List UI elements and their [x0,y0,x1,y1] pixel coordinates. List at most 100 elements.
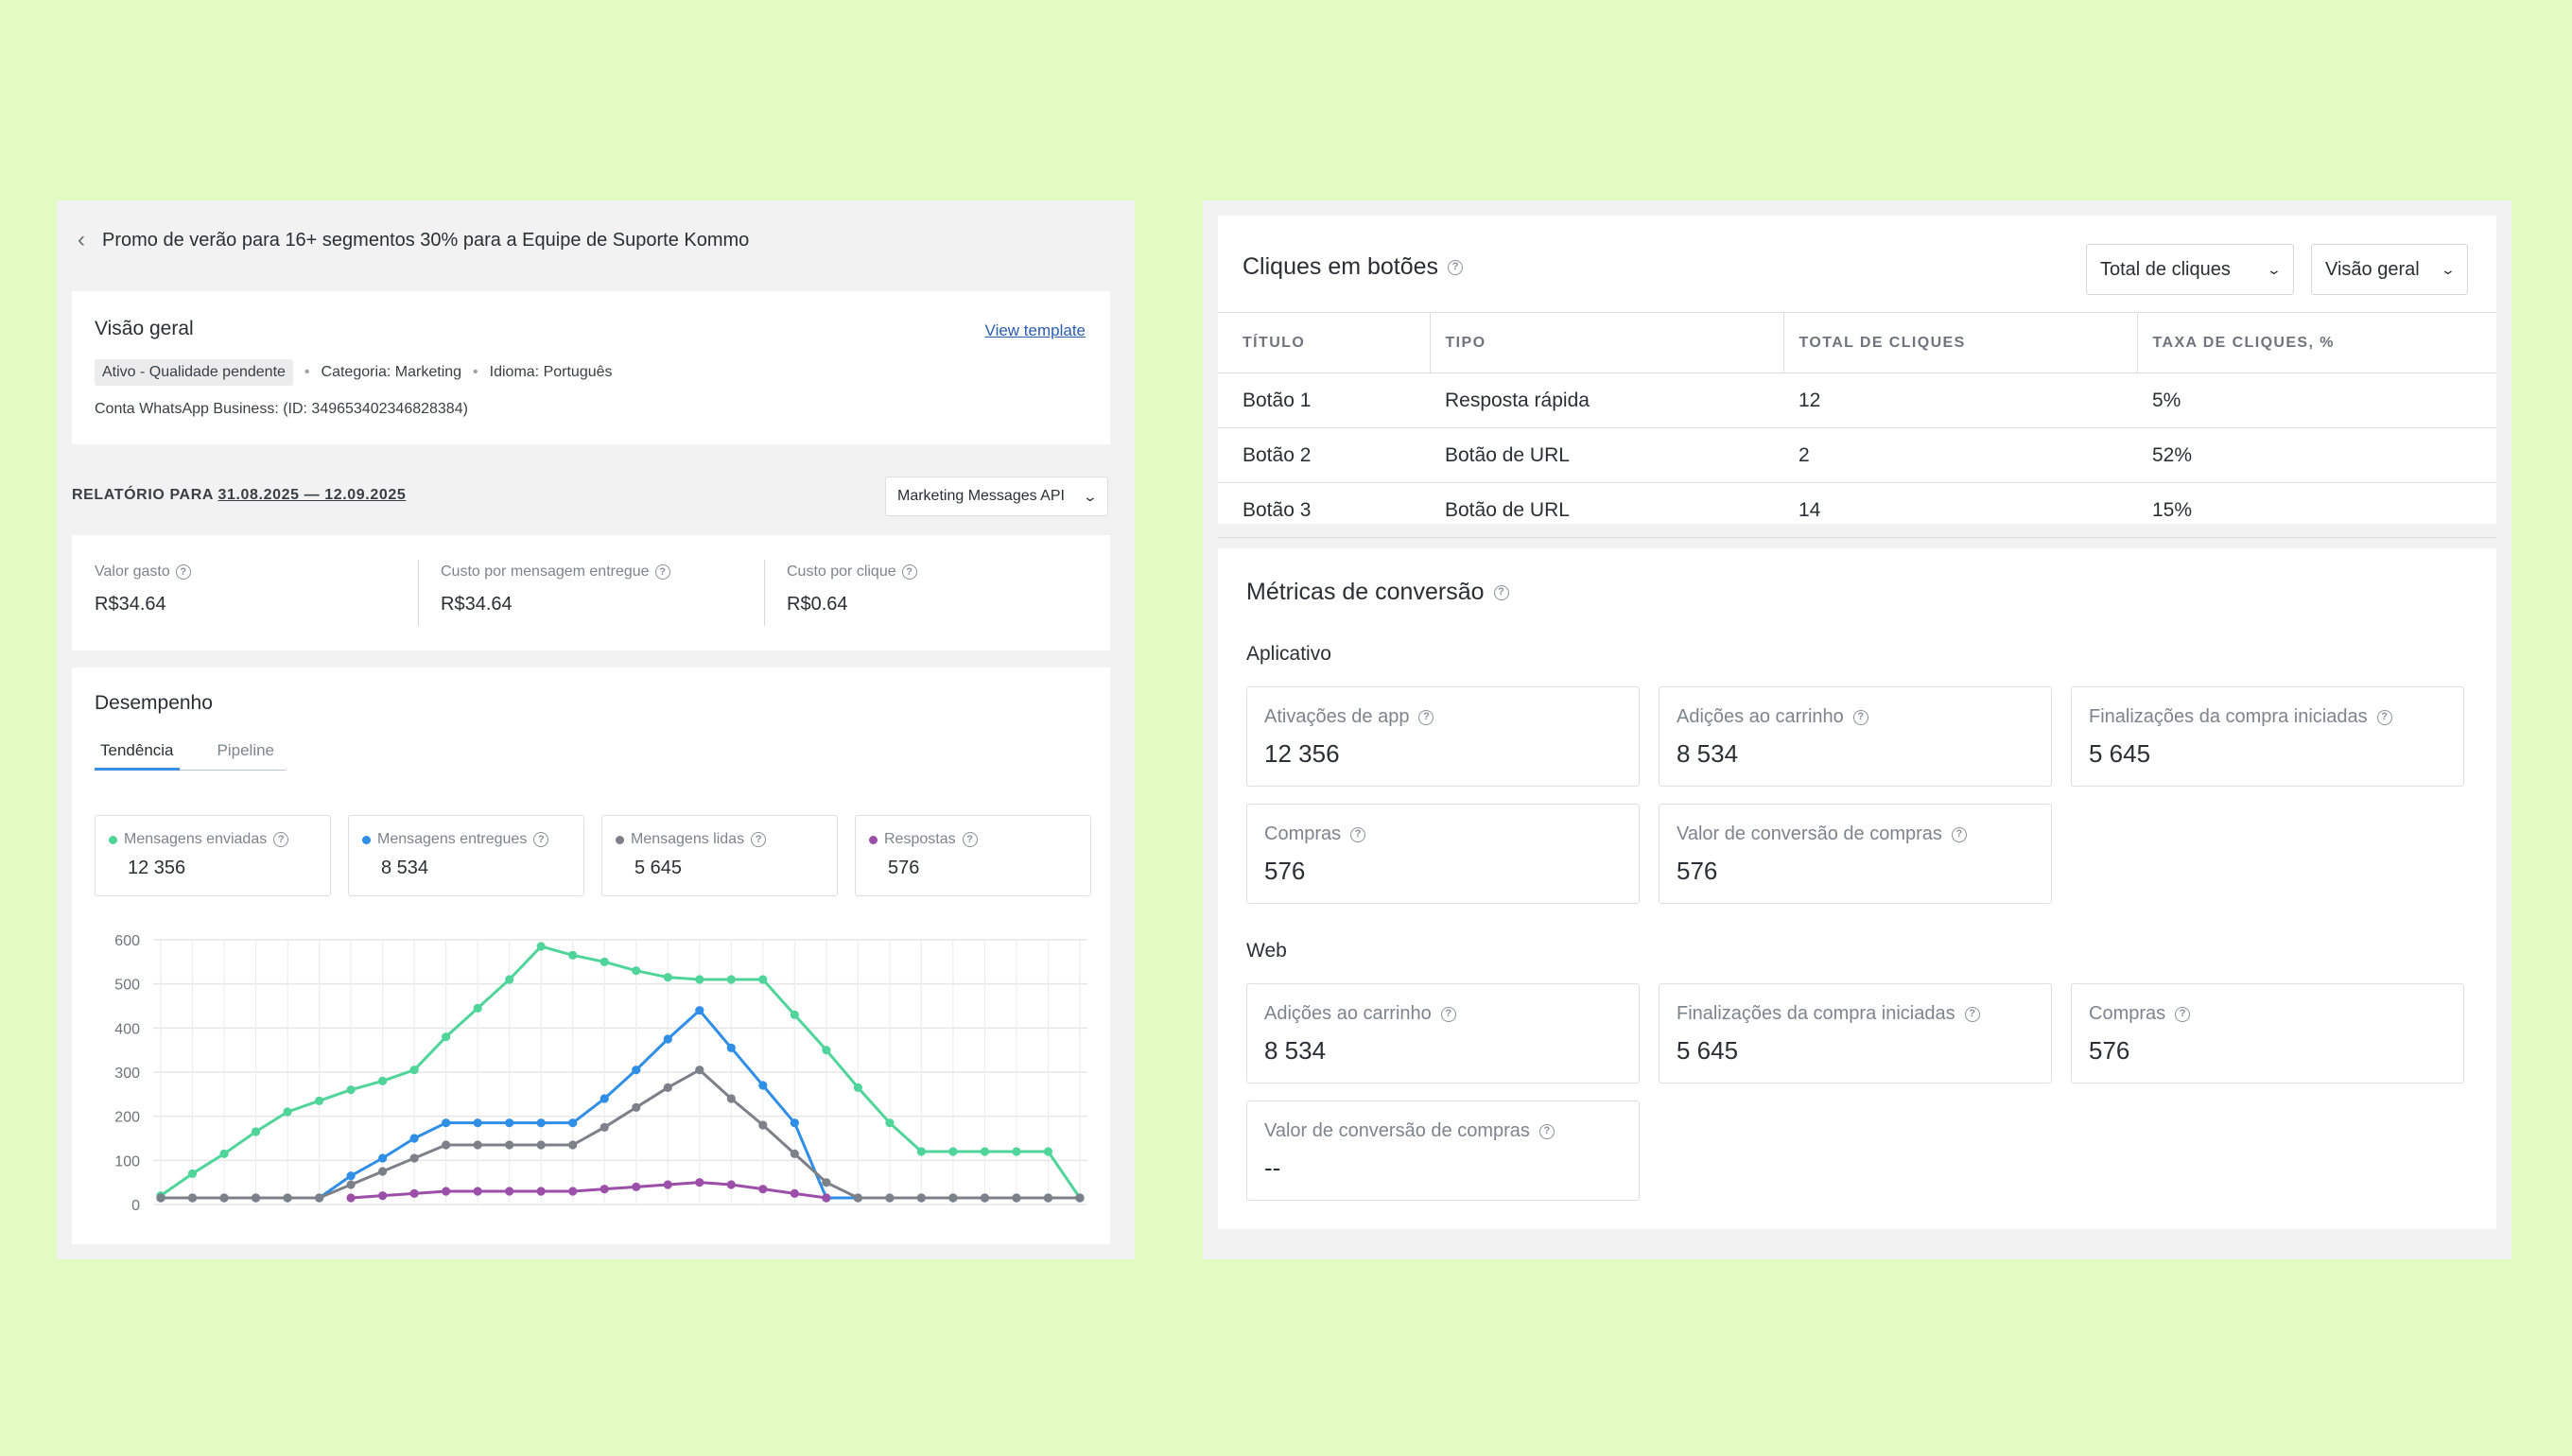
help-icon[interactable]: ? [962,832,978,847]
data-point [568,950,578,960]
data-point [442,1140,451,1150]
data-point [885,1118,895,1128]
help-icon[interactable]: ? [533,832,549,847]
data-point [948,1147,958,1156]
clicks-metric-select[interactable]: Total de cliques ⌄ [2086,244,2294,295]
legend-label: Mensagens entregues [377,831,528,847]
separator-dot: • [304,364,310,380]
api-select[interactable]: Marketing Messages API ⌄ [885,477,1108,516]
data-point [632,966,641,976]
data-point [663,1034,672,1044]
legend-label: Mensagens enviadas [124,831,268,847]
data-point [663,973,672,982]
metric-value: 576 [1264,857,1306,885]
help-icon[interactable]: ? [1418,709,1434,725]
y-tick-label: 300 [114,1066,140,1082]
data-point [473,1118,482,1128]
metric-value: 5 645 [2089,739,2151,768]
tab-pipeline[interactable]: Pipeline [217,741,275,759]
help-icon[interactable]: ? [1493,584,1509,600]
data-point [536,1187,546,1196]
data-point [187,1193,198,1203]
help-icon[interactable]: ? [2376,709,2392,725]
view-template-link[interactable]: View template [984,321,1086,339]
metric-value: 576 [1677,857,1718,885]
tab-trend[interactable]: Tendência [95,741,180,771]
column-header[interactable]: TIPO [1429,312,1783,373]
data-point [632,1102,641,1112]
help-icon[interactable]: ? [1448,259,1464,275]
series-line [161,1068,1080,1200]
help-icon[interactable]: ? [654,564,670,580]
help-icon[interactable]: ? [1852,709,1868,725]
data-point [790,1010,799,1019]
data-point [1012,1147,1021,1156]
report-date-range[interactable]: 31.08.2025 — 12.09.2025 [217,487,407,503]
table-cell: 12 [1783,373,2137,428]
campaign-title: Promo de verão para 16+ segmentos 30% pa… [102,229,750,251]
back-chevron-icon[interactable]: ‹ [78,227,85,252]
help-icon[interactable]: ? [1440,1006,1456,1022]
data-point [632,1182,641,1191]
legend-value: 8 534 [381,858,429,878]
column-header[interactable]: TOTAL DE CLIQUES [1782,312,2137,373]
legend-label: Respostas [884,831,956,847]
performance-title: Desempenho [95,692,213,714]
data-point [726,975,736,984]
data-point [442,1187,451,1196]
data-point [916,1147,927,1156]
help-icon[interactable]: ? [1964,1006,1980,1022]
metric-value: 8 534 [1677,739,1739,768]
table-cell: 2 [1783,427,2137,483]
data-point [726,1094,736,1103]
data-point [187,1169,198,1178]
legend-card-delivered[interactable]: Mensagens entregues? 8 534 [348,815,584,896]
data-point [568,1140,578,1150]
legend-dot-icon [869,835,878,844]
series-line [160,945,1082,1199]
legend-dot-icon [362,835,371,844]
clicks-view-select[interactable]: Visão geral ⌄ [2311,244,2468,295]
column-header[interactable]: TÍTULO [1218,312,1430,373]
help-icon[interactable]: ? [2175,1006,2191,1022]
metric-label: Valor de conversão de compras [1677,823,1942,844]
table-header-row: TÍTULO TIPO TOTAL DE CLIQUES TAXA DE CLI… [1218,312,2496,373]
help-icon[interactable]: ? [1951,826,1967,842]
table-row: Botão 1 Resposta rápida 12 5% [1218,373,2496,428]
metric-label: Valor de conversão de compras [1264,1120,1530,1141]
legend-card-read[interactable]: Mensagens lidas? 5 645 [601,815,838,896]
metric-value: 576 [2089,1036,2130,1065]
data-point [409,1188,419,1198]
series-line [350,1181,827,1200]
data-point [663,1083,672,1092]
data-point [378,1167,388,1176]
data-point [853,1083,862,1092]
overview-card: Visão geral View template Ativo - Qualid… [72,291,1110,444]
legend-card-sent[interactable]: Mensagens enviadas? 12 356 [95,815,331,896]
data-point [916,1193,927,1203]
conversion-metrics-card: Métricas de conversão ? Aplicativo Ativa… [1218,548,2496,1229]
data-point [219,1149,229,1158]
metric-value: 12 356 [1264,739,1340,768]
table-cell: Resposta rápida [1430,373,1783,428]
data-point [473,1003,482,1013]
data-point [600,1094,609,1103]
column-header[interactable]: TAXA DE CLIQUES, % [2136,312,2496,373]
help-icon[interactable]: ? [751,832,767,847]
legend-label: Mensagens lidas [631,831,745,847]
help-icon[interactable]: ? [901,564,917,580]
data-point [885,1193,895,1203]
cost-value: R$0.64 [787,594,848,615]
help-icon[interactable]: ? [175,564,191,580]
data-point [473,1140,482,1150]
help-icon[interactable]: ? [1538,1123,1555,1139]
metric-web-purchases: Compras? 576 [2071,983,2464,1083]
help-icon[interactable]: ? [1350,826,1366,842]
data-point [378,1153,388,1163]
data-point [758,1185,768,1194]
help-icon[interactable]: ? [273,832,289,847]
legend-card-replies[interactable]: Respostas? 576 [855,815,1091,896]
conversion-title-text: Métricas de conversão [1246,579,1485,605]
cost-card: Valor gasto? R$34.64 Custo por mensagem … [72,535,1110,650]
y-tick-label: 0 [131,1198,140,1214]
